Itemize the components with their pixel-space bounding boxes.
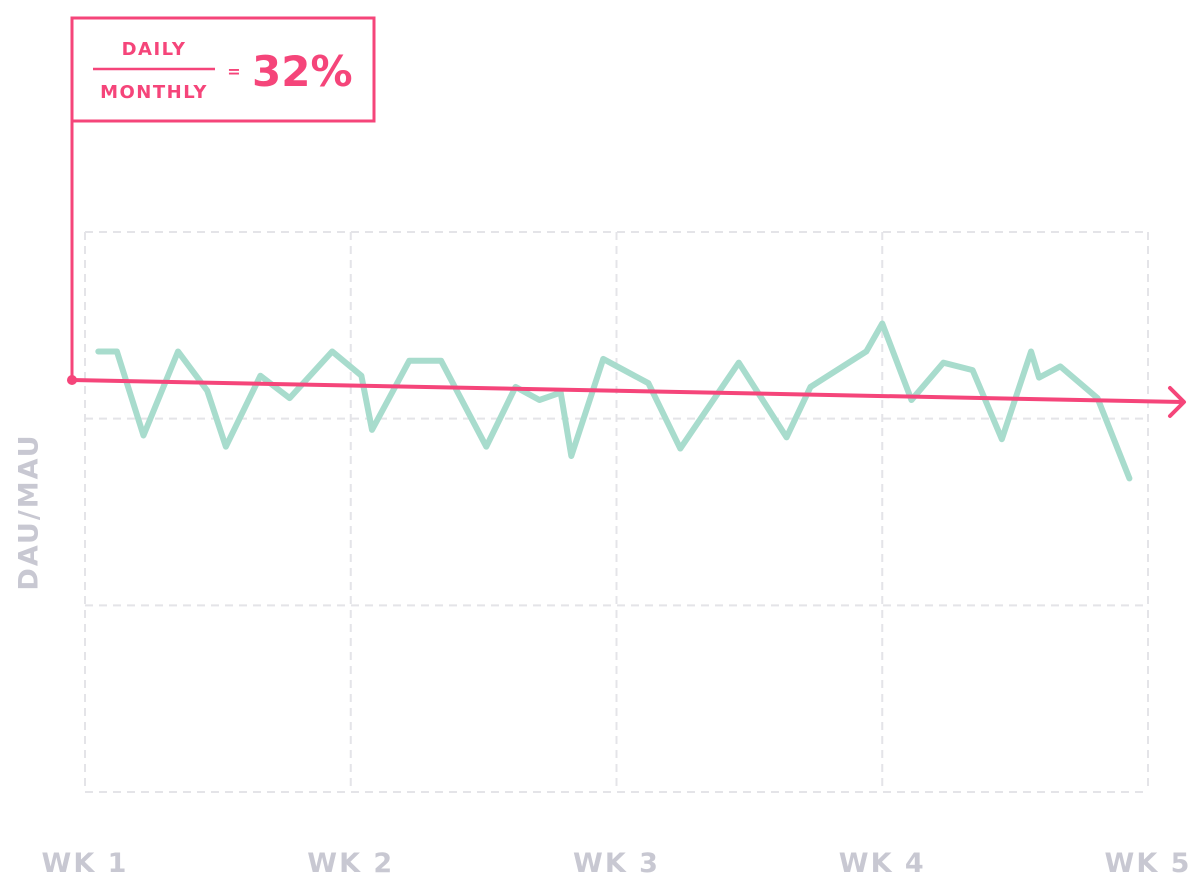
- y-axis-label: DAU/MAU: [14, 433, 45, 590]
- plot: [95, 320, 1133, 482]
- x-tick-label: WK 2: [307, 848, 394, 879]
- x-tick-label: WK 4: [839, 848, 926, 879]
- arrow-head: [1168, 386, 1186, 418]
- result: 32%: [252, 47, 353, 96]
- trend-arrow: [71, 378, 1186, 418]
- annotation: DAILY MONTHLY = 32%: [67, 16, 376, 385]
- x-tick-label: WK 5: [1105, 848, 1192, 879]
- equals: =: [227, 62, 240, 81]
- x-tick-label: WK 3: [573, 848, 660, 879]
- annotation-box: [70, 16, 376, 123]
- grid: [84, 231, 1149, 793]
- x-tick-label: WK 1: [42, 848, 129, 879]
- trend-line: [71, 378, 1184, 404]
- numerator: DAILY: [122, 39, 187, 60]
- data-line: [95, 320, 1133, 482]
- denominator: MONTHLY: [100, 82, 208, 103]
